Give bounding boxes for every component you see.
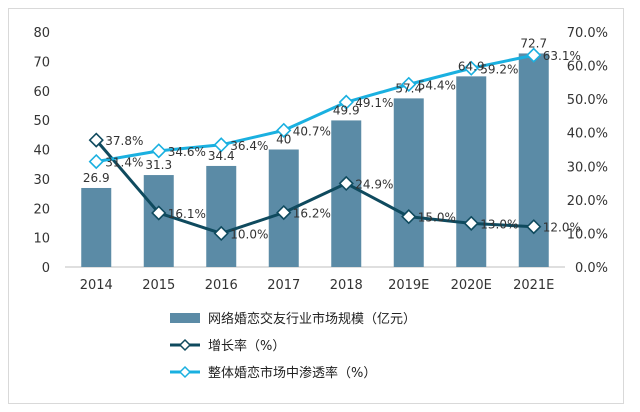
point-marker — [276, 204, 292, 221]
bar — [393, 98, 424, 267]
line-data-label: 63.1% — [543, 49, 581, 63]
point-marker — [338, 175, 354, 192]
legend: 网络婚恋交友行业市场规模（亿元） 增长率（%） 整体婚恋市场中渗透率（%） — [170, 311, 416, 381]
right-axis-tick: 60.0% — [567, 60, 608, 75]
line-data-label: 59.2% — [480, 62, 518, 76]
right-axis-tick: 0.0% — [575, 261, 608, 276]
bar-data-label: 31.3 — [145, 158, 172, 172]
point-marker — [463, 215, 479, 231]
line-data-label: 49.1% — [355, 96, 393, 110]
bar — [456, 76, 487, 267]
series-line — [95, 53, 535, 164]
left-axis-tick: 0 — [42, 261, 50, 276]
line-data-label: 31.4% — [105, 156, 143, 170]
left-axis-tick: 60 — [33, 85, 50, 100]
right-axis-tick: 40.0% — [567, 127, 608, 142]
point-marker — [151, 143, 167, 159]
point-marker — [401, 76, 417, 93]
x-axis-tick: 2014 — [80, 278, 113, 293]
left-axis-tick: 30 — [33, 173, 50, 188]
point-marker — [463, 60, 479, 76]
point-marker — [151, 205, 167, 221]
point-marker — [213, 137, 229, 153]
line-data-label: 37.8% — [105, 134, 143, 148]
series-line — [95, 139, 534, 235]
x-axis-tick: 2016 — [205, 278, 238, 293]
left-axis-tick: 50 — [33, 114, 50, 129]
legend-label: 网络婚恋交友行业市场规模（亿元） — [208, 311, 416, 327]
line-data-label: 34.6% — [168, 145, 206, 159]
left-axis-tick: 80 — [33, 26, 50, 41]
line-data-label: 15.0% — [418, 211, 456, 225]
line-data-label: 24.9% — [355, 177, 393, 191]
line-data-label: 12.0% — [543, 221, 581, 235]
bar — [81, 187, 112, 267]
point-marker — [213, 225, 229, 242]
x-axis-tick: 2019E — [388, 278, 429, 293]
bar — [518, 53, 549, 267]
bar — [206, 165, 237, 267]
bar-data-label: 72.7 — [520, 36, 547, 50]
x-axis-tick: 2018 — [330, 278, 363, 293]
left-axis-tick: 70 — [33, 55, 50, 70]
data-labels: 26.9 31.3 34.4 40 49.9 57.4 64.9 72.7 37.8% 16.1%… — [83, 36, 581, 241]
legend-marker — [178, 338, 192, 352]
bar-data-label: 26.9 — [83, 171, 110, 185]
right-axis-tick: 30.0% — [567, 160, 608, 175]
legend-label: 整体婚恋市场中渗透率（%） — [208, 365, 376, 381]
point-marker — [526, 47, 542, 63]
left-axis-tick: 40 — [33, 144, 50, 159]
line-data-label: 40.7% — [293, 124, 331, 138]
bar-data-label: 64.9 — [458, 59, 485, 73]
point-marker — [526, 219, 542, 235]
right-axis-tick: 20.0% — [567, 194, 608, 209]
x-axis-tick: 2021E — [513, 278, 554, 293]
x-axis-tick: 2020E — [451, 278, 492, 293]
bar-data-label: 40 — [276, 133, 291, 147]
line-data-label: 16.1% — [168, 207, 206, 221]
line-data-label: 13.0% — [480, 217, 518, 231]
line-data-label: 10.0% — [230, 227, 268, 241]
point-marker — [276, 122, 292, 138]
point-marker — [338, 94, 354, 110]
left-axis-tick: 10 — [33, 232, 50, 247]
line-data-label: 54.4% — [418, 78, 456, 92]
legend-marker — [178, 365, 192, 379]
point-marker — [88, 132, 104, 148]
right-axis-tick: 70.0% — [567, 26, 608, 41]
x-axis-tick: 2017 — [267, 278, 300, 293]
bar-data-label: 34.4 — [208, 149, 235, 163]
line-data-label: 16.2% — [293, 207, 331, 221]
left-axis-tick: 20 — [33, 202, 50, 217]
line-series — [88, 47, 542, 242]
bar-data-label: 49.9 — [333, 103, 360, 117]
legend-swatch — [170, 313, 200, 323]
bar-data-label: 57.4 — [395, 81, 422, 95]
x-axis-tick: 2015 — [142, 278, 175, 293]
point-marker — [401, 209, 417, 225]
line-data-label: 36.4% — [230, 139, 268, 153]
legend-label: 增长率（%） — [208, 338, 285, 354]
bar — [143, 175, 174, 267]
point-marker — [88, 153, 104, 170]
right-axis-tick: 50.0% — [567, 93, 608, 108]
right-axis-tick: 10.0% — [567, 227, 608, 242]
bar — [331, 120, 362, 267]
